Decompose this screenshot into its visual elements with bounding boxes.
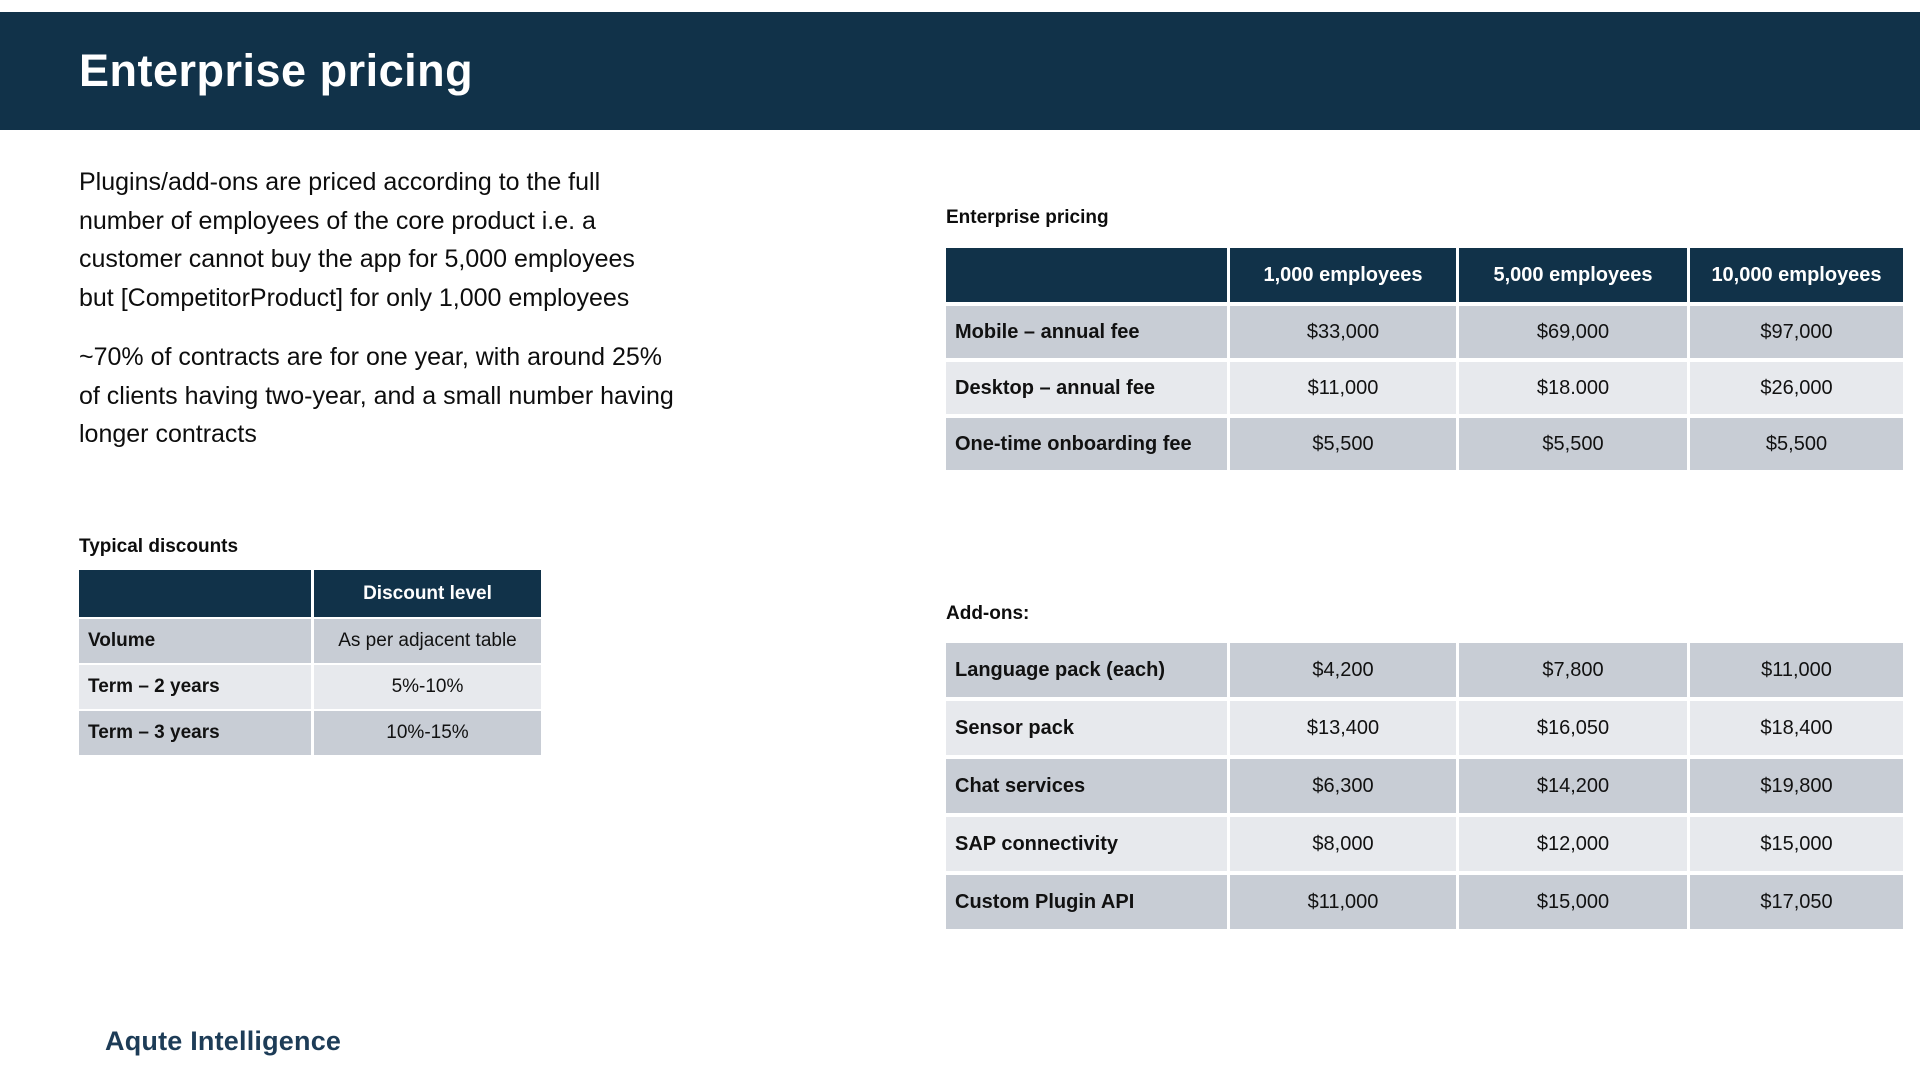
text-line: customer cannot buy the app for 5,000 em… <box>79 245 635 273</box>
discounts-header-empty-cell <box>79 570 311 617</box>
pricing-row-label: One-time onboarding fee <box>946 418 1227 470</box>
addons-table: Language pack (each) $4,200 $7,800 $11,0… <box>946 643 1903 929</box>
pricing-header-col: 5,000 employees <box>1459 248 1687 302</box>
addons-cell: $16,050 <box>1459 701 1687 755</box>
page-title: Enterprise pricing <box>79 45 474 96</box>
pricing-header-col: 1,000 employees <box>1230 248 1456 302</box>
discounts-header-discount-level: Discount level <box>314 570 541 617</box>
discounts-row-label: Term – 2 years <box>79 665 311 709</box>
text-line: longer contracts <box>79 420 257 448</box>
discounts-row-label: Volume <box>79 619 311 663</box>
pricing-cell: $97,000 <box>1690 306 1903 358</box>
addons-cell: $15,000 <box>1690 817 1903 871</box>
pricing-cell: $5,500 <box>1459 418 1687 470</box>
discounts-row-value: 5%-10% <box>314 665 541 709</box>
addons-heading: Add-ons: <box>946 603 1030 624</box>
addons-row-label: Chat services <box>946 759 1227 813</box>
text-line: number of employees of the core product … <box>79 206 596 235</box>
addons-cell: $19,800 <box>1690 759 1903 813</box>
addons-cell: $18,400 <box>1690 701 1903 755</box>
discounts-row-value: 10%-15% <box>314 711 541 755</box>
text-line: ~70% of contracts are for one year, with… <box>79 343 662 371</box>
addons-cell: $15,000 <box>1459 875 1687 929</box>
pricing-cell: $11,000 <box>1230 362 1456 414</box>
discounts-table: Discount level Volume As per adjacent ta… <box>79 570 541 755</box>
text-line: but [CompetitorProduct] for only 1,000 e… <box>79 283 630 312</box>
pricing-cell: $5,500 <box>1230 418 1456 470</box>
pricing-header-empty-cell <box>946 248 1227 302</box>
pricing-cell: $69,000 <box>1459 306 1687 358</box>
intro-paragraph-2: ~70% of contracts are for one year, with… <box>79 338 799 454</box>
discounts-row-value: As per adjacent table <box>314 619 541 663</box>
addons-row-label: Custom Plugin API <box>946 875 1227 929</box>
pricing-cell: $5,500 <box>1690 418 1903 470</box>
discounts-heading: Typical discounts <box>79 536 239 557</box>
pricing-cell: $26,000 <box>1690 362 1903 414</box>
company-logo: Aqute Intelligence <box>105 1026 342 1056</box>
intro-text: Plugins/add-ons are priced according to … <box>79 163 799 454</box>
text-line: Plugins/add-ons are priced according to … <box>79 168 601 196</box>
pricing-row-label: Mobile – annual fee <box>946 306 1227 358</box>
pricing-table: 1,000 employees 5,000 employees 10,000 e… <box>946 248 1903 470</box>
addons-cell: $14,200 <box>1459 759 1687 813</box>
addons-cell: $12,000 <box>1459 817 1687 871</box>
addons-cell: $11,000 <box>1230 875 1456 929</box>
addons-cell: $7,800 <box>1459 643 1687 697</box>
text-line: of clients having two-year, and a small … <box>79 381 674 410</box>
pricing-row-label: Desktop – annual fee <box>946 362 1227 414</box>
pricing-heading: Enterprise pricing <box>946 207 1109 228</box>
addons-cell: $13,400 <box>1230 701 1456 755</box>
discounts-row-label: Term – 3 years <box>79 711 311 755</box>
addons-cell: $11,000 <box>1690 643 1903 697</box>
addons-cell: $4,200 <box>1230 643 1456 697</box>
addons-cell: $8,000 <box>1230 817 1456 871</box>
addons-cell: $17,050 <box>1690 875 1903 929</box>
addons-row-label: Sensor pack <box>946 701 1227 755</box>
intro-paragraph-1: Plugins/add-ons are priced according to … <box>79 163 799 317</box>
addons-row-label: SAP connectivity <box>946 817 1227 871</box>
pricing-cell: $33,000 <box>1230 306 1456 358</box>
pricing-cell: $18.000 <box>1459 362 1687 414</box>
pricing-header-col: 10,000 employees <box>1690 248 1903 302</box>
addons-row-label: Language pack (each) <box>946 643 1227 697</box>
slide-header: Enterprise pricing <box>0 12 1920 130</box>
addons-cell: $6,300 <box>1230 759 1456 813</box>
